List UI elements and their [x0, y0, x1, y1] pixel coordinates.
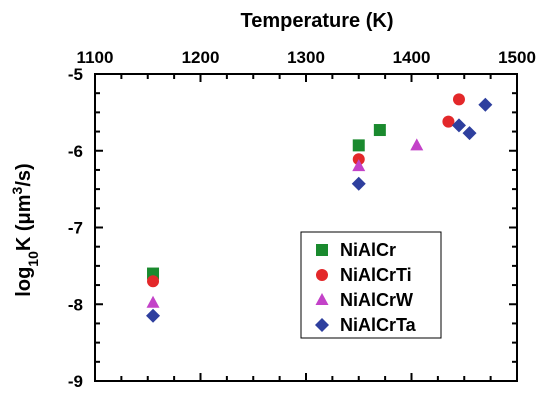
- legend-label-nialcrw: NiAlCrW: [340, 290, 413, 310]
- x-tick-label: 1400: [393, 48, 431, 67]
- data-point-nialcrti: [147, 275, 160, 288]
- y-tick-label: -5: [68, 65, 83, 84]
- data-point-nialcrta: [351, 176, 366, 191]
- data-point-nialcrti: [452, 93, 465, 106]
- data-point-nialcrta: [451, 118, 466, 133]
- data-markers: [146, 93, 493, 323]
- x-tick-labels: 1100 1200 1300 1400 1500: [77, 48, 536, 67]
- data-point-nialcrw: [146, 295, 160, 308]
- x-axis-title: Temperature (K): [241, 10, 394, 32]
- legend-label-nialcrti: NiAlCrTi: [340, 265, 412, 285]
- data-point-nialcrw: [352, 159, 366, 172]
- data-point-nialcrta: [462, 126, 477, 141]
- x-tick-label: 1100: [77, 48, 114, 67]
- x-tick-label: 1200: [182, 48, 220, 67]
- legend-marker-nialcrw: [315, 293, 329, 305]
- legend-marker-nialcrta: [315, 318, 329, 332]
- y-tick-label: -7: [68, 219, 83, 238]
- legend: NiAlCr NiAlCrTi NiAlCrW NiAlCrTa: [300, 231, 442, 339]
- legend-label-nialcrta: NiAlCrTa: [340, 315, 417, 335]
- axis-ticks: [94, 73, 518, 382]
- y-tick-label: -8: [68, 295, 83, 314]
- data-point-nialcrta: [146, 308, 161, 323]
- y-axis-title: log10K (μm3/s): [9, 163, 41, 296]
- y-tick-label: -6: [68, 142, 83, 161]
- x-tick-label: 1500: [498, 48, 536, 67]
- data-point-nialcrti: [442, 115, 455, 128]
- legend-items: NiAlCr NiAlCrTi NiAlCrW NiAlCrTa: [315, 240, 417, 335]
- legend-label-nialcr: NiAlCr: [340, 240, 396, 260]
- data-point-nialcrta: [478, 97, 493, 112]
- data-point-nialcr: [352, 139, 365, 152]
- data-point-nialcr: [373, 124, 386, 137]
- x-tick-label: 1300: [287, 48, 325, 67]
- y-tick-label: -9: [68, 372, 83, 391]
- legend-marker-nialcrti: [316, 269, 328, 281]
- legend-marker-nialcr: [316, 244, 328, 256]
- data-point-nialcrw: [410, 138, 424, 151]
- y-tick-labels: -5 -6 -7 -8 -9: [68, 65, 83, 391]
